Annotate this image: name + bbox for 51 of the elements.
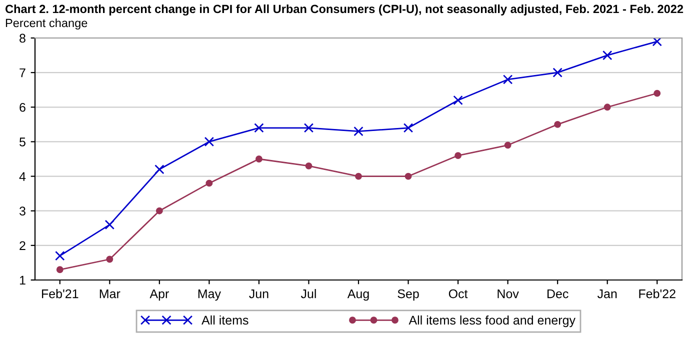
point xyxy=(504,142,512,149)
legend-label: All items xyxy=(202,315,248,325)
x-tick-label: Aug xyxy=(347,289,369,301)
point xyxy=(305,162,312,170)
point xyxy=(453,95,463,106)
x-tick-label: Jul xyxy=(300,289,316,298)
point xyxy=(554,120,562,128)
y-tick-label: 5 xyxy=(20,138,26,146)
legend-label: All items less food and energy xyxy=(408,315,576,328)
x-tick-label: Jun xyxy=(249,289,268,298)
y-tick-label: 2 xyxy=(20,241,26,250)
y-tick-label: 4 xyxy=(19,172,26,181)
x-tick-label: May xyxy=(198,289,221,301)
x-tick-label: Jan xyxy=(597,289,617,298)
point xyxy=(154,164,164,174)
point xyxy=(106,256,114,263)
point xyxy=(454,152,462,160)
y-tick-label: 6 xyxy=(20,102,26,112)
point xyxy=(654,90,661,97)
point xyxy=(652,38,662,46)
x-tick-label: Apr xyxy=(150,289,169,301)
point xyxy=(502,74,513,84)
x-tick-label: Feb'22 xyxy=(639,289,676,298)
point xyxy=(604,104,611,111)
point xyxy=(254,123,264,133)
point xyxy=(354,126,364,136)
point xyxy=(56,266,64,274)
y-tick-label: 3 xyxy=(20,206,26,216)
point xyxy=(104,220,115,230)
point xyxy=(404,172,412,180)
point xyxy=(403,123,414,133)
point xyxy=(255,156,262,162)
y-tick-label: 1 xyxy=(20,276,26,285)
point xyxy=(204,136,214,147)
x-tick-label: Nov xyxy=(498,289,519,298)
x-tick-label: Oct xyxy=(448,289,468,298)
x-tick-label: Sep xyxy=(398,289,419,301)
chart-title: Chart 2. 12-month percent change in CPI for All Urban Consumers (CPI-U), not seasonally adjusted, Feb. 2021 - Feb. 2022 xyxy=(5,4,684,16)
point xyxy=(602,50,612,60)
x-tick-label: Dec xyxy=(547,289,568,298)
point xyxy=(304,123,314,133)
point xyxy=(355,172,362,180)
point xyxy=(156,207,163,214)
y-axis-title: Percent change xyxy=(6,18,88,30)
y-tick-label: 8 xyxy=(20,34,26,43)
x-tick-label: Feb'21 xyxy=(42,289,78,298)
y-tick-label: 7 xyxy=(20,68,26,78)
point xyxy=(552,68,562,78)
point xyxy=(206,180,213,187)
x-tick-label: Mar xyxy=(100,289,120,298)
point xyxy=(55,250,65,261)
